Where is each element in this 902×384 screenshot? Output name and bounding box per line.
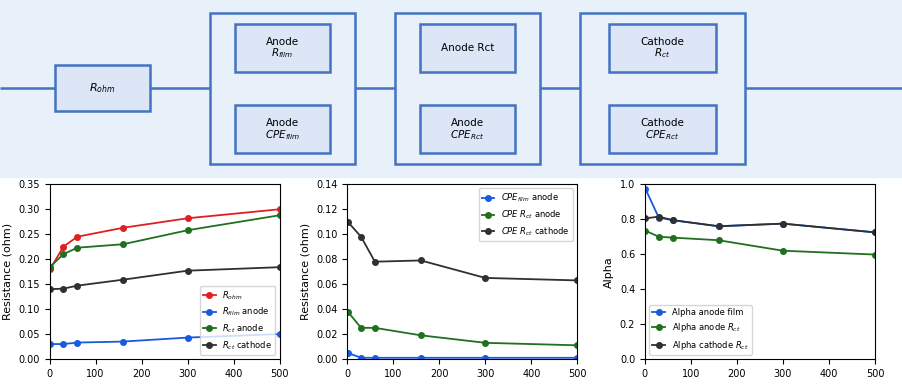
FancyBboxPatch shape bbox=[609, 105, 716, 153]
FancyBboxPatch shape bbox=[609, 24, 716, 72]
Legend: $CPE_{film}$ anode, $CPE$ $R_{ct}$ anode, $CPE$ $R_{ct}$ cathode: $CPE_{film}$ anode, $CPE$ $R_{ct}$ anode… bbox=[479, 189, 573, 241]
FancyBboxPatch shape bbox=[235, 24, 329, 72]
Text: $R_{ct}$: $R_{ct}$ bbox=[654, 47, 670, 61]
Text: $R_{film}$: $R_{film}$ bbox=[272, 47, 294, 61]
Text: $CPE_{Rct}$: $CPE_{Rct}$ bbox=[450, 128, 484, 142]
FancyBboxPatch shape bbox=[235, 105, 329, 153]
Text: Anode Rct: Anode Rct bbox=[441, 43, 494, 53]
Text: Cathode: Cathode bbox=[640, 37, 685, 47]
FancyBboxPatch shape bbox=[55, 65, 150, 111]
Text: $R_{ohm}$: $R_{ohm}$ bbox=[89, 81, 115, 95]
Text: Anode: Anode bbox=[266, 118, 299, 128]
Legend: $R_{ohm}$, $R_{film}$ anode, $R_{ct}$ anode, $R_{ct}$ cathode: $R_{ohm}$, $R_{film}$ anode, $R_{ct}$ an… bbox=[200, 286, 275, 355]
FancyBboxPatch shape bbox=[420, 24, 515, 72]
FancyBboxPatch shape bbox=[420, 105, 515, 153]
Y-axis label: Alpha: Alpha bbox=[604, 256, 614, 288]
Y-axis label: Resistance (ohm): Resistance (ohm) bbox=[300, 223, 310, 320]
Text: Anode: Anode bbox=[451, 118, 484, 128]
Y-axis label: Resistance (ohm): Resistance (ohm) bbox=[3, 223, 13, 320]
Text: $CPE_{Rct}$: $CPE_{Rct}$ bbox=[646, 128, 679, 142]
Text: Anode: Anode bbox=[266, 37, 299, 47]
Text: Cathode: Cathode bbox=[640, 118, 685, 128]
Legend: Alpha anode film, Alpha anode $R_{ct}$, Alpha cathode $R_{ct}$: Alpha anode film, Alpha anode $R_{ct}$, … bbox=[649, 305, 751, 355]
Text: $CPE_{film}$: $CPE_{film}$ bbox=[265, 128, 300, 142]
